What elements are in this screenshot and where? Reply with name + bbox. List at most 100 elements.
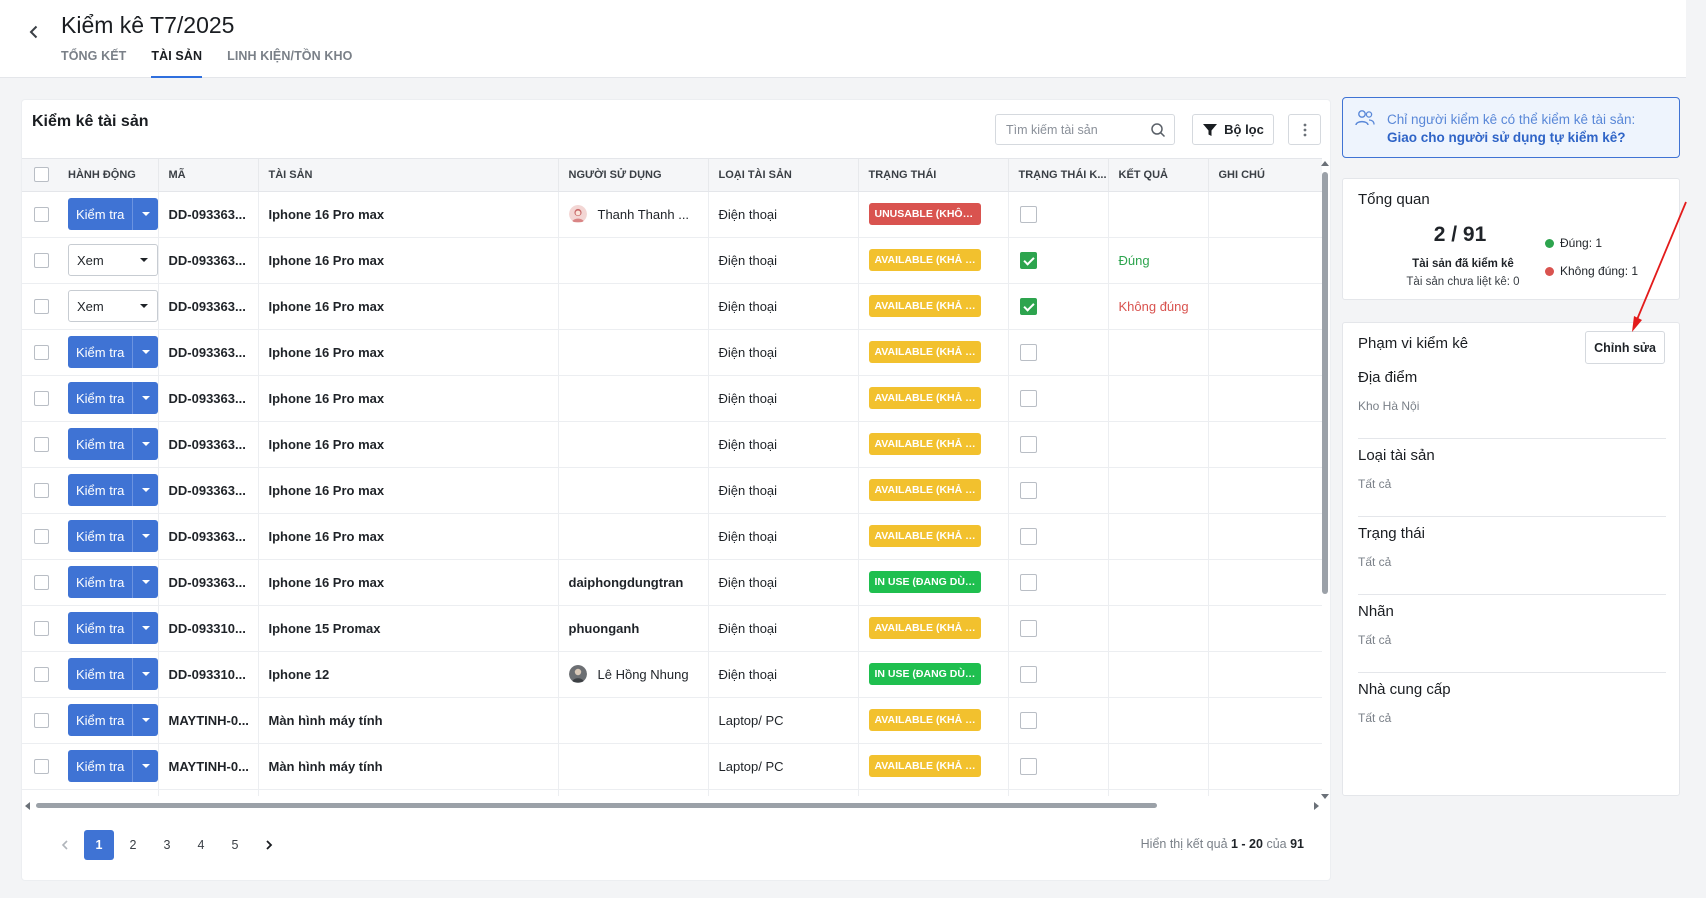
page-4[interactable]: 4 bbox=[197, 838, 205, 852]
check-action-button[interactable]: Kiểm tra bbox=[68, 428, 157, 460]
scroll-left-icon[interactable] bbox=[24, 802, 30, 810]
row-select-checkbox[interactable] bbox=[34, 621, 49, 637]
check-status-checkbox[interactable] bbox=[1019, 205, 1037, 223]
table-row[interactable]: Xem DD-093363... Iphone 16 Pro max Điện tho… bbox=[22, 237, 1322, 284]
table-row[interactable]: Kiểm tra DD-093363... Iphone 16 Pro max Điệ… bbox=[22, 467, 1322, 514]
row-select-checkbox[interactable] bbox=[34, 713, 49, 729]
asset-name-cell[interactable]: Iphone 16 Pro max bbox=[258, 559, 559, 606]
tab-components-inventory[interactable]: LINH KIỆN/TỒN KHO bbox=[227, 49, 353, 63]
table-row[interactable]: Kiểm tra DD-093363... Iphone 16 Pro max Điệ… bbox=[22, 329, 1322, 376]
check-status-checkbox[interactable] bbox=[1019, 297, 1037, 315]
check-status-checkbox[interactable] bbox=[1019, 251, 1037, 269]
search-input[interactable] bbox=[1006, 122, 1146, 137]
row-select-checkbox[interactable] bbox=[34, 391, 49, 407]
page-1[interactable]: 1 bbox=[84, 830, 114, 860]
select-all-checkbox[interactable] bbox=[34, 167, 49, 183]
page-2[interactable]: 2 bbox=[129, 838, 137, 852]
check-action-button[interactable]: Kiểm tra bbox=[68, 474, 157, 506]
check-action-button[interactable]: Kiểm tra bbox=[68, 382, 157, 414]
vertical-scrollbar[interactable] bbox=[1320, 160, 1330, 800]
check-status-checkbox[interactable] bbox=[1019, 619, 1037, 637]
action-dropdown-toggle[interactable] bbox=[132, 428, 157, 460]
asset-name-cell[interactable]: Iphone 16 Pro max bbox=[258, 283, 559, 330]
action-dropdown-toggle[interactable] bbox=[132, 198, 157, 230]
check-action-button[interactable]: Kiểm tra bbox=[68, 336, 157, 368]
column-header-asset-type[interactable]: LOẠI TÀI SẢN bbox=[708, 159, 859, 192]
check-status-checkbox[interactable] bbox=[1019, 711, 1037, 729]
column-header-code[interactable]: MÃ bbox=[158, 159, 259, 192]
row-select-checkbox[interactable] bbox=[34, 667, 49, 683]
column-header-status[interactable]: TRẠNG THÁI bbox=[858, 159, 1009, 192]
asset-name-cell[interactable]: Iphone 16 Pro max bbox=[258, 237, 559, 284]
check-action-button[interactable]: Kiểm tra bbox=[68, 566, 157, 598]
asset-name-cell[interactable]: Iphone 16 Pro max bbox=[258, 513, 559, 560]
asset-name-cell[interactable]: Iphone 16 Pro max bbox=[258, 329, 559, 376]
column-header-user[interactable]: NGƯỜI SỬ DỤNG bbox=[558, 159, 709, 192]
search-icon[interactable] bbox=[1150, 122, 1166, 138]
page-3[interactable]: 3 bbox=[163, 838, 171, 852]
view-action-button[interactable]: Xem bbox=[68, 290, 157, 322]
asset-name-cell[interactable]: Iphone 16 Pro max bbox=[258, 191, 559, 238]
check-status-checkbox[interactable] bbox=[1019, 435, 1037, 453]
column-header-note[interactable]: GHI CHÚ bbox=[1208, 159, 1322, 192]
check-status-checkbox[interactable] bbox=[1019, 665, 1037, 683]
column-header-result[interactable]: KẾT QUẢ bbox=[1108, 159, 1209, 192]
row-select-checkbox[interactable] bbox=[34, 345, 49, 361]
table-row[interactable]: Kiểm tra DD-093363... Iphone 16 Pro max Điệ… bbox=[22, 375, 1322, 422]
column-header-asset[interactable]: TÀI SẢN bbox=[258, 159, 559, 192]
scroll-up-icon[interactable] bbox=[1321, 160, 1329, 166]
action-dropdown-toggle[interactable] bbox=[132, 612, 157, 644]
check-status-checkbox[interactable] bbox=[1019, 343, 1037, 361]
asset-name-cell[interactable]: Iphone 16 Pro max bbox=[258, 467, 559, 514]
action-dropdown-toggle[interactable] bbox=[132, 520, 157, 552]
check-status-checkbox[interactable] bbox=[1019, 481, 1037, 499]
horizontal-scrollbar[interactable] bbox=[24, 800, 1324, 810]
column-header-action[interactable]: HÀNH ĐỘNG bbox=[58, 159, 159, 192]
tab-assets[interactable]: TÀI SẢN bbox=[151, 48, 203, 78]
check-action-button[interactable]: Kiểm tra bbox=[68, 198, 157, 230]
check-action-button[interactable]: Kiểm tra bbox=[68, 750, 157, 782]
row-select-checkbox[interactable] bbox=[34, 253, 49, 269]
check-action-button[interactable]: Kiểm tra bbox=[68, 704, 157, 736]
action-dropdown-toggle[interactable] bbox=[132, 658, 157, 690]
action-dropdown-toggle[interactable] bbox=[132, 336, 157, 368]
row-select-checkbox[interactable] bbox=[34, 437, 49, 453]
row-select-checkbox[interactable] bbox=[34, 759, 49, 775]
scroll-down-icon[interactable] bbox=[1321, 794, 1329, 800]
table-row[interactable]: Kiểm tra DD-093363... Iphone 16 Pro max Điệ… bbox=[22, 421, 1322, 468]
row-select-checkbox[interactable] bbox=[34, 529, 49, 545]
table-row[interactable]: Kiểm tra DD-093363... Iphone 16 Pro max dai… bbox=[22, 559, 1322, 606]
row-select-checkbox[interactable] bbox=[34, 207, 49, 223]
row-select-checkbox[interactable] bbox=[34, 575, 49, 591]
asset-name-cell[interactable]: Màn hình máy tính bbox=[258, 743, 559, 790]
asset-name-cell[interactable]: Iphone 15 Promax bbox=[258, 605, 559, 652]
column-header-check-status[interactable]: TRẠNG THÁI K... bbox=[1008, 159, 1109, 192]
back-button[interactable] bbox=[22, 20, 46, 44]
pagination-prev-button[interactable] bbox=[50, 830, 80, 860]
check-status-checkbox[interactable] bbox=[1019, 757, 1037, 775]
check-status-checkbox[interactable] bbox=[1019, 389, 1037, 407]
action-dropdown-toggle[interactable] bbox=[131, 291, 157, 321]
filter-button[interactable]: Bộ lọc bbox=[1192, 114, 1274, 145]
edit-scope-button[interactable]: Chỉnh sửa bbox=[1585, 331, 1665, 364]
vertical-scroll-thumb[interactable] bbox=[1322, 172, 1328, 594]
row-select-checkbox[interactable] bbox=[34, 483, 49, 499]
table-row[interactable]: Kiểm tra MAYTINH-0... Màn hình máy tính Lap… bbox=[22, 697, 1322, 744]
table-row[interactable]: Kiểm tra MAYTINH-0... Màn hình máy tính Lap… bbox=[22, 743, 1322, 790]
action-dropdown-toggle[interactable] bbox=[132, 704, 157, 736]
tab-summary[interactable]: TỔNG KẾT bbox=[61, 49, 127, 63]
pagination-next-button[interactable] bbox=[254, 830, 284, 860]
horizontal-scroll-thumb[interactable] bbox=[36, 803, 1157, 808]
page-5[interactable]: 5 bbox=[231, 838, 239, 852]
check-status-checkbox[interactable] bbox=[1019, 527, 1037, 545]
asset-name-cell[interactable]: Iphone 16 Pro max bbox=[258, 375, 559, 422]
view-action-button[interactable]: Xem bbox=[68, 244, 157, 276]
table-row[interactable]: Kiểm tra DD-093310... Iphone 12 Lê Hồng Nhu… bbox=[22, 651, 1322, 698]
table-row[interactable]: Kiểm tra DD-093363... Iphone 16 Pro max Điệ… bbox=[22, 513, 1322, 560]
action-dropdown-toggle[interactable] bbox=[132, 566, 157, 598]
action-dropdown-toggle[interactable] bbox=[132, 750, 157, 782]
check-action-button[interactable]: Kiểm tra bbox=[68, 612, 157, 644]
assign-self-check-link[interactable]: Giao cho người sử dụng tự kiểm kê? bbox=[1387, 130, 1626, 145]
check-action-button[interactable]: Kiểm tra bbox=[68, 658, 157, 690]
table-row[interactable]: Kiểm tra bbox=[22, 789, 1322, 796]
